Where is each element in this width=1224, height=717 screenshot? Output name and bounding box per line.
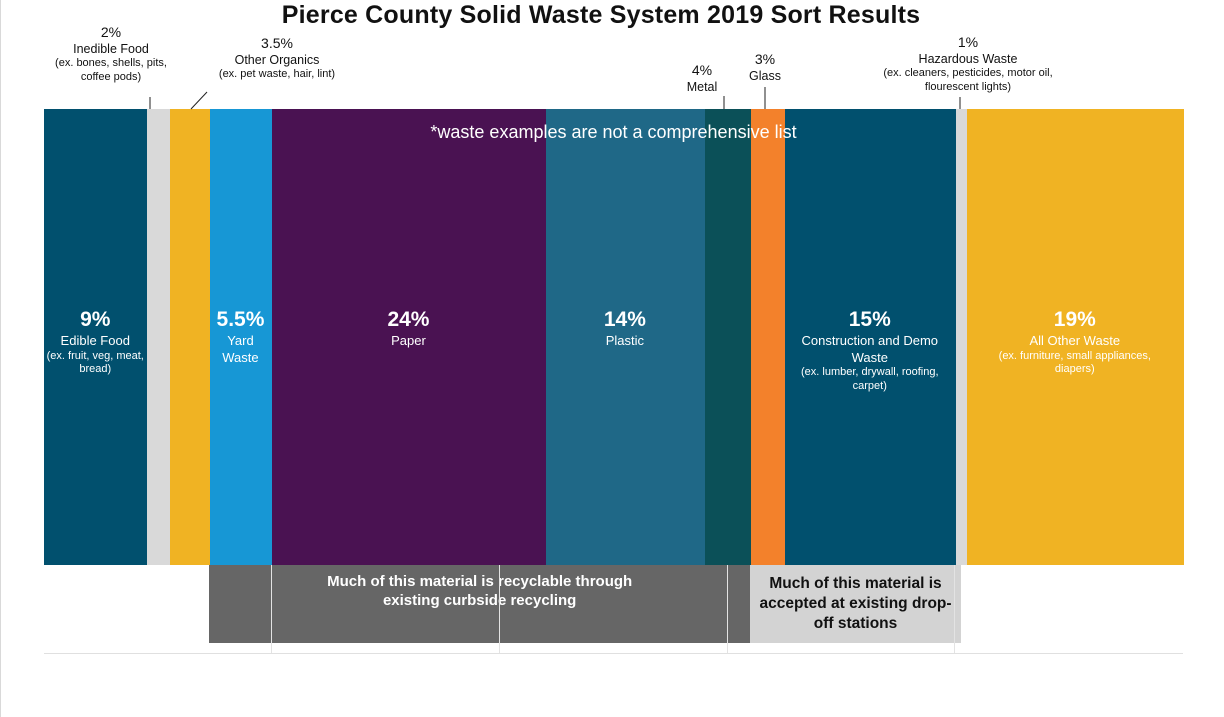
external-label-other-organics: 3.5% Other Organics (ex. pet waste, hair, … <box>182 35 372 82</box>
baseline <box>44 653 1183 654</box>
segment-edible-food: 9% Edible Food (ex. fruit, veg, meat, brea… <box>44 109 148 565</box>
curbside-recycling-callout: Much of this material is recyclable thro… <box>209 565 751 643</box>
external-label-metal: 4% Metal <box>672 62 732 95</box>
segment-inedible-food <box>146 109 170 565</box>
segment-name: Edible Food <box>60 333 130 349</box>
waste-composition-bar: 19% All Other Waste (ex. furniture, small … <box>44 109 1184 565</box>
gridline <box>499 565 500 653</box>
callout-text: Much of this material is recyclable thro… <box>327 572 633 610</box>
segment-name: Plastic <box>605 333 645 349</box>
segment-example: (ex. fruit, veg, meat, bread) <box>46 349 144 376</box>
segment-construction-and-demo-waste: 15% Construction and Demo Waste (ex. lumbe… <box>784 109 956 565</box>
segment-all-other-waste: 19% All Other Waste (ex. furniture, small … <box>966 109 1184 565</box>
segment-percent: 5.5% <box>216 308 265 331</box>
segment-example: (ex. cleaners, pesticides, motor oil, fl… <box>883 67 1053 93</box>
segment-name: Glass <box>749 68 781 83</box>
drop-off-stations-callout: Much of this material is accepted at exi… <box>750 565 961 643</box>
leader-line <box>190 91 208 110</box>
segment-name: Other Organics <box>234 52 320 67</box>
leader-line <box>723 96 725 109</box>
segment-example: (ex. bones, shells, pits, coffee pods) <box>55 57 167 83</box>
segment-percent: 2% <box>100 24 122 40</box>
segment-label: 14% Plastic <box>525 307 725 350</box>
segment-name: Construction and Demo Waste <box>801 333 939 365</box>
leader-line <box>959 97 961 109</box>
segment-plastic: 14% Plastic <box>545 109 706 565</box>
segment-name: Inedible Food <box>73 41 149 56</box>
gridline <box>954 565 955 653</box>
callout-text: Much of this material is accepted at exi… <box>759 574 952 633</box>
segment-label: 9% Edible Food (ex. fruit, veg, meat, brea… <box>45 307 145 377</box>
segment-percent: 24% <box>387 308 430 331</box>
segment-example: (ex. pet waste, hair, lint) <box>218 68 336 81</box>
segment-name: Paper <box>391 333 426 349</box>
segment-name: Metal <box>686 79 718 94</box>
segment-glass <box>750 109 785 565</box>
segment-example: (ex. lumber, drywall, roofing, carpet) <box>800 365 939 392</box>
segment-percent: 3.5% <box>261 35 293 51</box>
segment-label: 19% All Other Waste (ex. furniture, small … <box>980 307 1170 377</box>
segment-name: All Other Waste <box>1029 333 1121 349</box>
segment-label: 24% Paper <box>308 307 508 350</box>
segment-name: Hazardous Waste <box>918 51 1018 66</box>
segment-paper: 24% Paper <box>271 109 546 565</box>
segment-percent: 3% <box>754 51 776 67</box>
examples-note: *waste examples are not a comprehensive … <box>430 122 797 142</box>
segment-label: 5.5% Yard Waste <box>210 307 270 366</box>
external-label-glass: 3% Glass <box>735 51 795 84</box>
segment-percent: 19% <box>1053 308 1096 331</box>
segment-metal <box>704 109 751 565</box>
gridline <box>271 565 272 653</box>
external-label-inedible-food: 2% Inedible Food (ex. bones, shells, pits,… <box>41 24 181 85</box>
segment-name: Yard Waste <box>222 333 259 365</box>
chart-title: Pierce County Solid Waste System 2019 So… <box>281 1 921 29</box>
gridline <box>727 565 728 653</box>
segment-yard-waste: 5.5% Yard Waste <box>209 109 273 565</box>
frame-border <box>0 0 1 717</box>
leader-line <box>149 97 151 109</box>
segment-percent: 9% <box>80 308 111 331</box>
segment-percent: 15% <box>848 308 891 331</box>
segment-example: (ex. furniture, small appliances, diaper… <box>998 349 1151 376</box>
segment-label: 15% Construction and Demo Waste (ex. lumbe… <box>785 307 955 393</box>
segment-percent: 4% <box>691 62 713 78</box>
segment-hazardous-waste <box>955 109 968 565</box>
leader-line <box>764 87 766 109</box>
segment-percent: 14% <box>603 308 646 331</box>
segment-other-organics <box>169 109 210 565</box>
external-label-hazardous-waste: 1% Hazardous Waste (ex. cleaners, pesticid… <box>858 34 1078 95</box>
segment-percent: 1% <box>957 34 979 50</box>
